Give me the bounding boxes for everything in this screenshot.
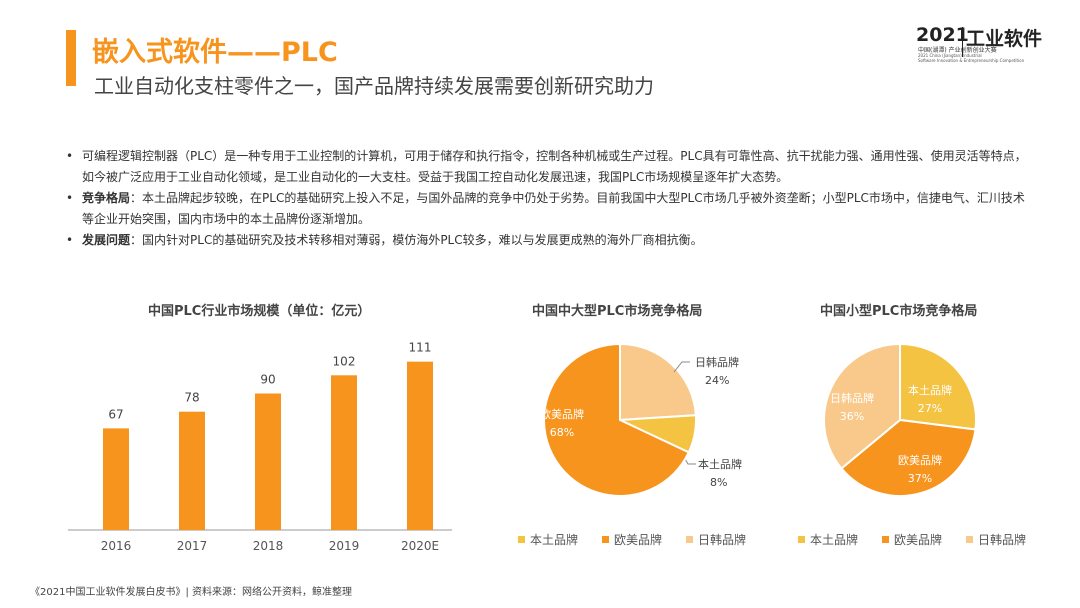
slice-percent-label: 37% — [908, 472, 932, 485]
bullet-list: • 可编程逻辑控制器（PLC）是一种专用于工业控制的计算机，可用于储存和执行指令… — [64, 146, 1034, 251]
x-tick-label: 2019 — [329, 539, 360, 553]
slice-percent-label: 36% — [840, 410, 864, 423]
competition-logo: 2021 工业软件 中国(湖潭) 产业创新创业大赛 2021 China (Ji… — [916, 24, 1046, 64]
slice-name-label: 本土品牌 — [698, 457, 742, 471]
page-subtitle: 工业自动化支柱零件之一，国产品牌持续发展需要创新研究助力 — [94, 74, 654, 98]
legend-swatch — [966, 536, 973, 543]
bullet-label: 竞争格局 — [82, 191, 131, 205]
source-footnote: 《2021中国工业软件发展白皮书》| 资料来源：网络公开资料，鲸准整理 — [30, 587, 352, 598]
x-tick-label: 2016 — [101, 539, 132, 553]
pie-slice-日韩品牌 — [823, 342, 901, 470]
slice-percent-label: 68% — [550, 426, 574, 439]
logo-line-2: 2021 China (Jiangtan) Industrial — [918, 53, 982, 58]
legend-swatch — [518, 536, 525, 543]
bar-2020E — [407, 361, 433, 530]
bar-2016 — [103, 428, 129, 530]
legend-swatch — [882, 536, 889, 543]
bar-value-label: 90 — [260, 373, 275, 387]
logo-line-3: Software Innovation & Entrepreneurship C… — [918, 58, 1025, 63]
logo-separator — [962, 27, 963, 57]
bullet-item: • 发展问题：国内针对PLC的基础研究及技术转移相对薄弱，模仿海外PLC较多，难… — [64, 230, 1034, 251]
bar-chart-title: 中国PLC行业市场规模（单位：亿元） — [148, 304, 371, 319]
legend-label: 本土品牌 — [530, 533, 578, 547]
legend-label: 欧美品牌 — [894, 533, 942, 547]
pie-slice-欧美品牌 — [840, 418, 977, 497]
x-tick-label: 2020E — [401, 539, 439, 553]
bar-value-label: 102 — [333, 354, 356, 368]
slice-name-label: 日韩品牌 — [830, 391, 874, 405]
legend-swatch — [798, 536, 805, 543]
slice-percent-label: 8% — [710, 476, 727, 489]
bullet-dot: • — [66, 149, 74, 163]
market-size-bar-chart: 67 2016 78 2017 90 2018 102 2019 111 2020E — [68, 341, 452, 553]
slice-name-label: 本土品牌 — [908, 383, 952, 397]
pie-small-title: 中国小型PLC市场竞争格局 — [820, 304, 978, 319]
bar-value-label: 111 — [409, 341, 432, 355]
legend-label: 日韩品牌 — [978, 532, 1026, 547]
bullet-item: • 可编程逻辑控制器（PLC）是一种专用于工业控制的计算机，可用于储存和执行指令… — [64, 146, 1034, 188]
bullet-text: ：本土品牌起步较晚，在PLC的基础研究上投入不足，与国外品牌的竞争中仍处于劣势。… — [82, 191, 1025, 226]
legend-label: 欧美品牌 — [614, 533, 662, 547]
legend-swatch — [686, 536, 693, 543]
leader-line — [673, 361, 690, 373]
x-tick-label: 2017 — [177, 539, 208, 553]
x-tick-label: 2018 — [253, 539, 284, 553]
slice-name-label: 欧美品牌 — [540, 407, 584, 421]
pie-large-title: 中国中大型PLC市场竞争格局 — [532, 304, 703, 319]
bullet-text: 可编程逻辑控制器（PLC）是一种专用于工业控制的计算机，可用于储存和执行指令，控… — [82, 149, 1027, 184]
legend-label: 日韩品牌 — [698, 532, 746, 547]
bar-value-label: 78 — [184, 391, 199, 405]
pie-slice-日韩品牌 — [619, 342, 697, 422]
pie-slice-本土品牌 — [899, 342, 977, 431]
bar-2018 — [255, 393, 281, 530]
legend-label: 本土品牌 — [810, 533, 858, 547]
bullet-item: • 竞争格局：本土品牌起步较晚，在PLC的基础研究上投入不足，与国外品牌的竞争中… — [64, 188, 1034, 230]
slice-percent-label: 27% — [918, 402, 942, 415]
slice-name-label: 欧美品牌 — [898, 453, 942, 467]
logo-name: 工业软件 — [966, 28, 1043, 50]
bullet-dot: • — [66, 233, 74, 247]
logo-line-1: 中国(湖潭) 产业创新创业大赛 — [918, 47, 997, 54]
bar-2017 — [179, 411, 205, 530]
pie-slice-欧美品牌 — [543, 342, 691, 497]
title-accent-bar — [66, 30, 76, 86]
logo-year: 2021 — [916, 24, 969, 46]
legend-swatch — [602, 536, 609, 543]
page-title: 嵌入式软件——PLC — [92, 37, 338, 68]
bullet-text: ：国内针对PLC的基础研究及技术转移相对薄弱，模仿海外PLC较多，难以与发展更成… — [130, 233, 703, 247]
slice-percent-label: 24% — [705, 374, 729, 387]
bar-value-label: 67 — [108, 407, 123, 421]
bullet-label: 发展问题 — [82, 233, 131, 247]
bar-2019 — [331, 375, 357, 530]
slice-name-label: 日韩品牌 — [695, 355, 739, 369]
bullet-dot: • — [66, 191, 74, 205]
